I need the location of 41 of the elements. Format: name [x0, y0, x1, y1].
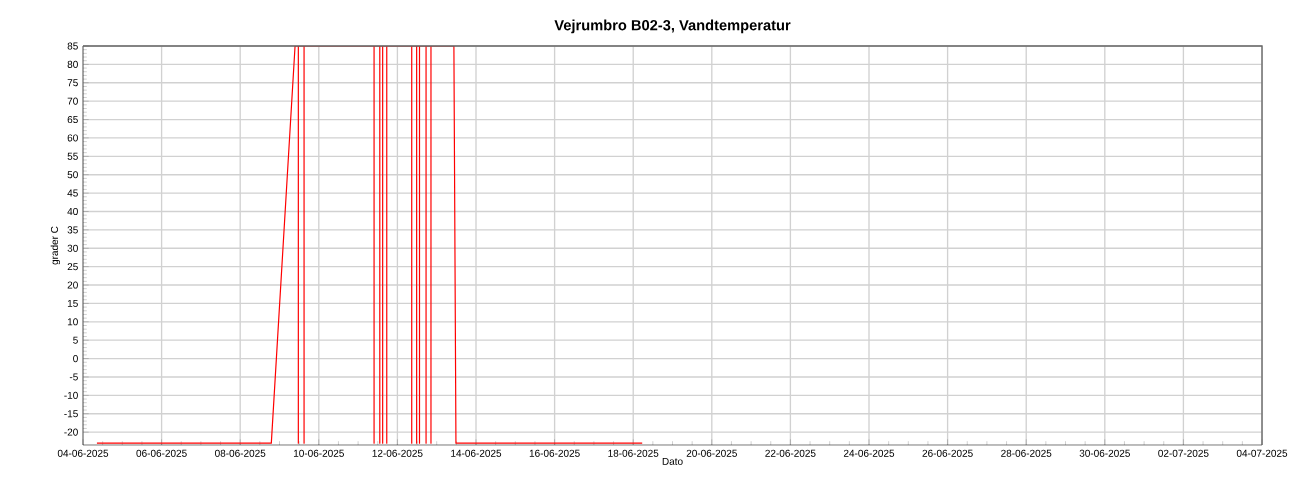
y-tick-label: -10	[64, 391, 78, 399]
y-tick-label: 25	[67, 263, 78, 271]
x-tick-label: 08-06-2025	[215, 449, 266, 457]
y-tick-label: 0	[73, 355, 78, 363]
x-tick-label: 02-07-2025	[1158, 449, 1209, 457]
x-tick-label: 04-06-2025	[57, 449, 109, 457]
x-tick-label: 24-06-2025	[843, 449, 895, 457]
x-tick-label: 16-06-2025	[529, 449, 580, 457]
y-tick-label: 50	[67, 171, 78, 179]
x-tick-label: 12-06-2025	[372, 449, 423, 457]
x-tick-label: 30-06-2025	[1079, 449, 1130, 457]
x-tick-label: 22-06-2025	[765, 449, 816, 457]
y-tick-label: 35	[67, 226, 78, 234]
y-tick-label: 40	[67, 207, 78, 216]
x-tick-label: 04-07-2025	[1236, 449, 1288, 457]
x-tick-label: 26-06-2025	[922, 449, 973, 457]
y-tick-label: -20	[64, 428, 78, 436]
y-tick-label: -15	[64, 410, 78, 418]
y-tick-label: 55	[67, 152, 78, 160]
x-axis-title: Dato	[662, 457, 683, 465]
y-tick-label: 5	[73, 336, 78, 344]
y-tick-label: 20	[67, 281, 78, 289]
x-tick-label: 20-06-2025	[686, 449, 737, 457]
chart-title: Vejrumbro B02-3, Vandtemperatur	[554, 19, 791, 34]
y-axis-title: grader C	[50, 226, 61, 265]
x-tick-label: 18-06-2025	[608, 449, 659, 457]
y-tick-label: -5	[69, 373, 78, 381]
x-tick-label: 28-06-2025	[1001, 449, 1052, 457]
y-tick-label: 10	[67, 318, 78, 326]
y-tick-label: 75	[67, 79, 78, 87]
x-tick-label: 10-06-2025	[293, 449, 344, 457]
y-tick-label: 60	[67, 134, 78, 142]
x-tick-label: 14-06-2025	[451, 449, 502, 457]
y-tick-label: 45	[67, 189, 78, 197]
y-tick-label: 30	[67, 244, 78, 252]
y-tick-label: 65	[67, 116, 78, 124]
y-tick-label: 70	[67, 97, 78, 105]
y-tick-label: 80	[67, 60, 78, 68]
y-tick-label: 15	[67, 299, 78, 307]
y-tick-label: 85	[67, 42, 78, 50]
x-tick-label: 06-06-2025	[136, 449, 187, 457]
